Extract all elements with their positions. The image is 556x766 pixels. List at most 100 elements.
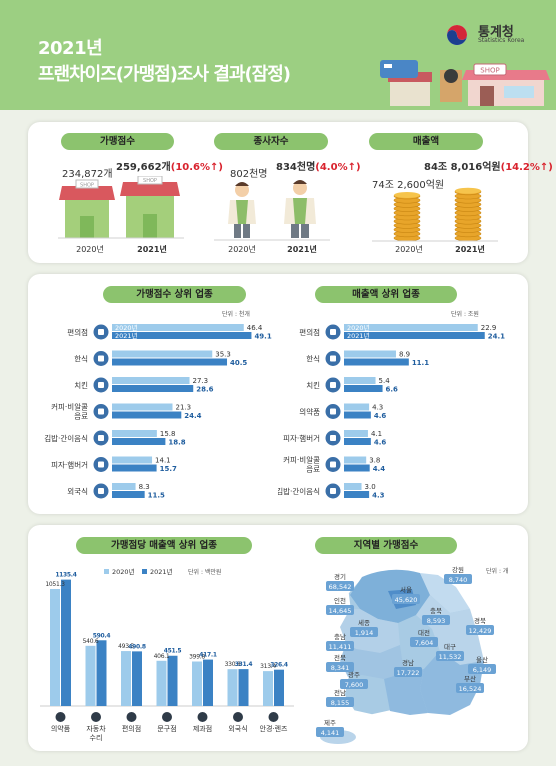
- sales-illustration: [372, 187, 498, 242]
- logo-name: 통계청: [478, 25, 514, 40]
- category-label: 피자·햄버거: [51, 460, 88, 470]
- category-label: 치킨: [306, 380, 320, 390]
- page-title: 프랜차이즈(가맹점)조사 결과(잠정): [38, 64, 291, 85]
- bar-2020: [344, 456, 367, 464]
- region-value: 17,722: [397, 669, 420, 677]
- bar-2021: [344, 411, 371, 419]
- workers-2021-year: 2021년: [287, 245, 317, 254]
- stores-2021-year: 2021년: [137, 245, 167, 254]
- storefront-illustration: SHOP: [380, 60, 550, 106]
- region-value-box: [340, 679, 368, 689]
- bar-2020: [192, 661, 202, 706]
- coins-2020-icon: [393, 192, 421, 242]
- bar-group-4: 김밥·간이음식 15.818.8: [44, 430, 186, 447]
- region-인천: 인천 14,645: [326, 596, 354, 615]
- category-label: 김밥·간이음식: [44, 433, 88, 443]
- value-label-2020: 3.8: [369, 457, 380, 465]
- category-label: 피자·햄버거: [283, 433, 320, 443]
- value-label-2021: 331.4: [235, 661, 253, 668]
- region-value: 68,542: [329, 583, 352, 591]
- glasses-icon: [268, 712, 279, 722]
- region-세종: 세종 1,914: [350, 618, 378, 637]
- category-label: 자동차: [86, 724, 106, 733]
- value-label-2021: 6.6: [386, 386, 399, 394]
- bar-2021: [344, 385, 383, 392]
- category-label: 커피·비알콜: [283, 456, 320, 465]
- legend-label-2021: 2021년: [115, 331, 138, 340]
- value-label-2020: 27.3: [193, 377, 209, 385]
- value-label-2020: 22.9: [481, 324, 497, 332]
- value-label-2020: 406.1: [154, 653, 170, 660]
- value-label-2021: 24.1: [488, 333, 505, 341]
- region-value: 8,740: [449, 576, 468, 584]
- region-value: 6,149: [473, 666, 492, 674]
- coins-2021-icon: [454, 187, 482, 242]
- bar-2021: [274, 669, 284, 706]
- chart2-unit: 단위 : 조원: [451, 311, 479, 318]
- bar-2020: [112, 430, 157, 437]
- store-2021-icon: SHOP: [120, 176, 180, 238]
- region-name: 강원: [452, 565, 464, 574]
- category-label: 외국식: [228, 724, 247, 733]
- bar-2020: [112, 456, 153, 464]
- value-label-2020: 5.4: [379, 377, 391, 385]
- bar-group-6: 김밥·간이음식 3.04.3: [278, 483, 385, 500]
- region-value-box: [316, 727, 344, 737]
- region-value: 12,429: [469, 627, 492, 635]
- region-name: 광주: [348, 671, 360, 679]
- region-value: 4,141: [321, 729, 340, 737]
- region-value-box: [466, 625, 494, 635]
- bar-2021: [132, 651, 142, 706]
- legend-2021: 2021년: [150, 567, 173, 576]
- bar-group-2: 치킨 27.328.6: [74, 377, 214, 394]
- region-value: 14,645: [329, 607, 352, 615]
- car-repair-icon: [91, 712, 101, 722]
- value-label-2021: 4.4: [373, 465, 386, 473]
- region-value: 16,524: [459, 685, 482, 693]
- industry-chart-card: [28, 274, 528, 514]
- value-label-2020: 46.4: [247, 324, 263, 332]
- category-label: 김밥·간이음식: [278, 486, 320, 496]
- value-label-2021: 15.7: [160, 465, 177, 473]
- region-value-box: [456, 683, 484, 693]
- region-value: 11,411: [329, 643, 352, 651]
- value-label-2021: 28.6: [196, 386, 213, 394]
- value-label-2020: 4.1: [371, 430, 382, 438]
- page-title-year: 2021년: [38, 38, 103, 59]
- shop-sign-2021: SHOP: [143, 178, 157, 184]
- legend-label-2020: 2020년: [347, 323, 370, 332]
- logo-subtitle: Statistics Korea: [478, 37, 525, 44]
- sales-2021-value: 84조 8,016억원(14.2%↑): [424, 162, 553, 173]
- bar-2021: [112, 491, 145, 498]
- value-label-2021: 18.8: [168, 439, 185, 447]
- value-label-2021: 590.4: [93, 632, 111, 639]
- bar-2021: [112, 411, 182, 419]
- value-label-2020: 8.9: [399, 351, 410, 359]
- bar-2021: [344, 438, 371, 445]
- region-name: 전남: [334, 688, 346, 697]
- worker-2021-icon: [284, 180, 316, 238]
- region-대구: 대구 11,532: [436, 643, 464, 661]
- region-광주: 광주 7,600: [340, 671, 368, 689]
- bar-2020: [112, 403, 173, 411]
- value-label-2021: 4.6: [374, 439, 387, 447]
- bar-2020: [112, 350, 213, 358]
- worker-2020-icon: [228, 182, 256, 238]
- stores-illustration: SHOP SHOP: [58, 176, 184, 239]
- bar-2020: [156, 660, 167, 706]
- bar-2021: [112, 358, 228, 366]
- bar-group-1: 한식 35.340.5: [74, 350, 247, 367]
- bar-2021: [344, 332, 485, 339]
- value-label-2021: 490.8: [128, 643, 146, 650]
- bar-group-3: 의약품 4.34.6: [299, 403, 386, 420]
- category-label: 외국식: [67, 486, 88, 496]
- store-2020-icon: SHOP: [59, 179, 115, 238]
- region-value: 8,341: [331, 664, 350, 672]
- region-name: 부산: [464, 674, 476, 683]
